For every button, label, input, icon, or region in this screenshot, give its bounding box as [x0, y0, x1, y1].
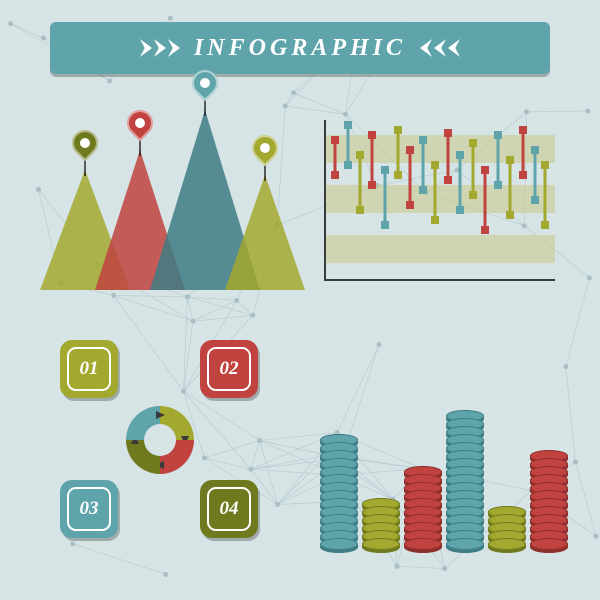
donut-chart — [120, 400, 200, 480]
numbered-donut: 01 02 03 04 — [50, 340, 270, 540]
triangle-chart — [40, 100, 300, 290]
coin-stack-4 — [446, 414, 484, 550]
header-title: INFOGRAPHIC — [194, 35, 406, 62]
number-box-01: 01 — [60, 340, 118, 398]
number-label: 01 — [80, 358, 99, 380]
chevron-left-icon — [140, 39, 180, 57]
number-label: 02 — [220, 358, 239, 380]
map-pin-icon — [252, 135, 278, 181]
triangle-4 — [225, 175, 305, 290]
coin-stack-2 — [362, 502, 400, 550]
map-pin-icon — [192, 70, 218, 116]
coin-stack-6 — [530, 454, 568, 550]
coin-stack-1 — [320, 438, 358, 550]
number-box-04: 04 — [200, 480, 258, 538]
lollipop-chart — [320, 115, 560, 285]
chevron-right-icon — [420, 39, 460, 57]
number-box-03: 03 — [60, 480, 118, 538]
coin-stack-3 — [404, 470, 442, 550]
header-banner: INFOGRAPHIC — [50, 22, 550, 74]
number-label: 03 — [80, 498, 99, 520]
number-label: 04 — [220, 498, 239, 520]
number-box-02: 02 — [200, 340, 258, 398]
coin-stack-5 — [488, 510, 526, 550]
coin-stack-chart — [320, 320, 570, 570]
